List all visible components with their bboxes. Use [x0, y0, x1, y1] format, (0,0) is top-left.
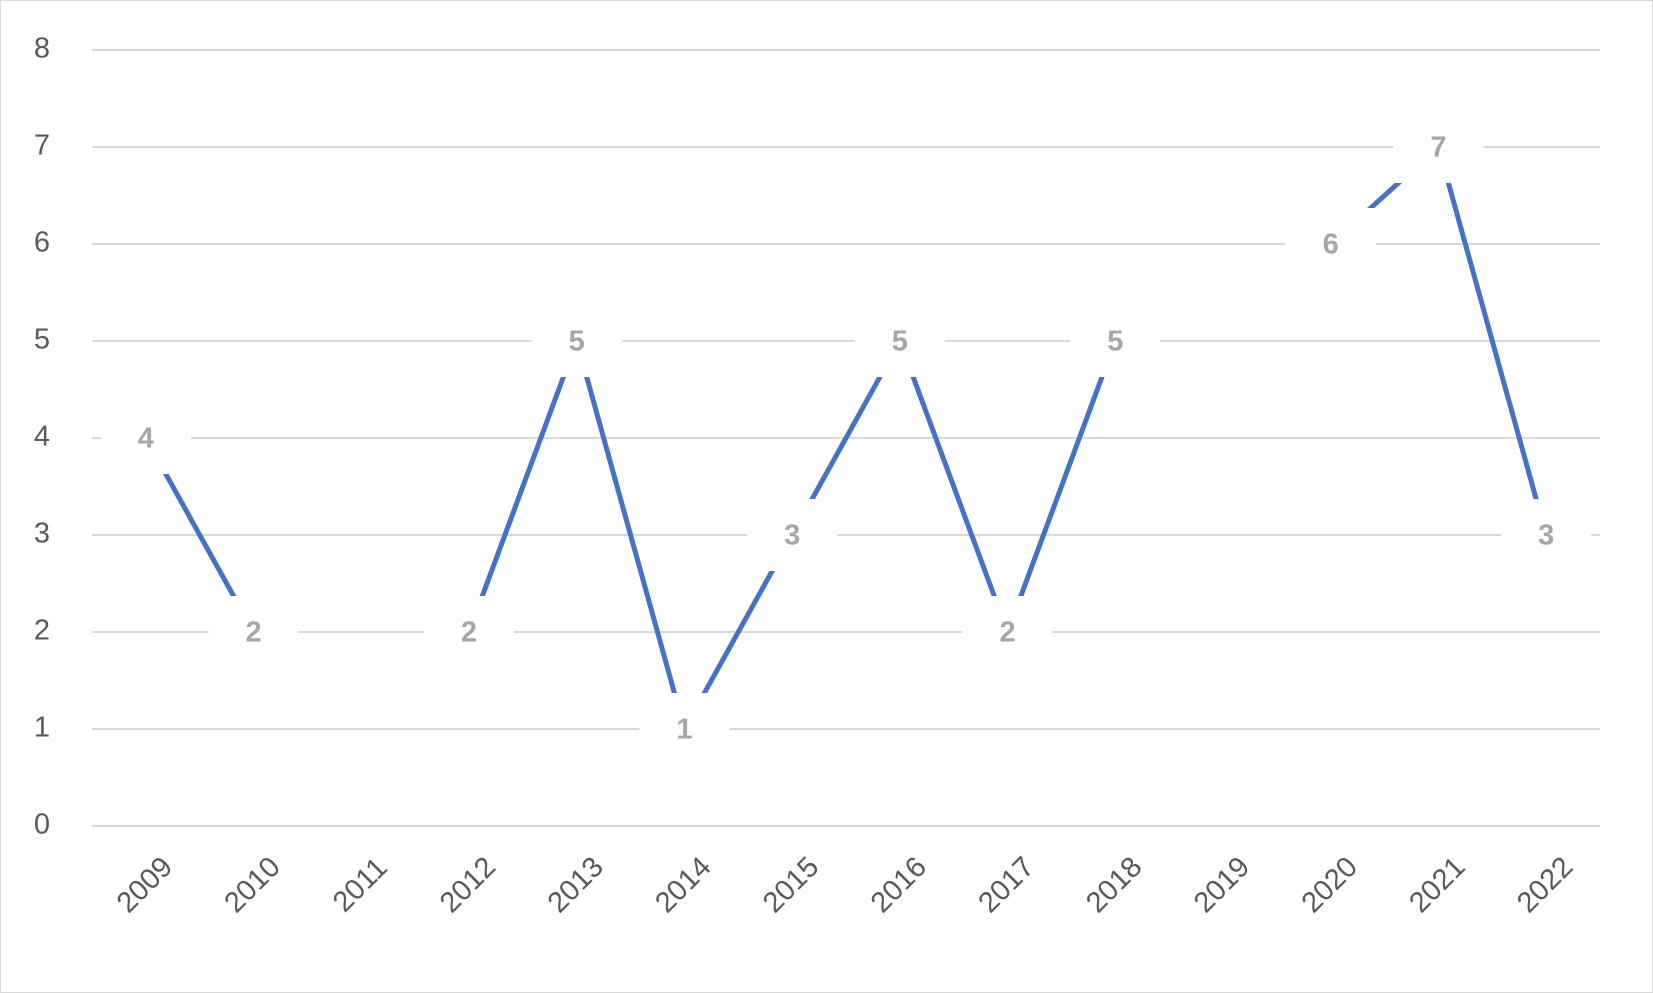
data-label: 3 [1538, 520, 1554, 552]
y-tick-label: 8 [34, 33, 50, 65]
data-label: 6 [1323, 229, 1339, 261]
data-label-bg [424, 596, 514, 668]
data-label: 4 [138, 423, 154, 455]
data-label-bg [1070, 305, 1161, 377]
data-label-bg [747, 499, 838, 571]
y-tick-label: 5 [34, 324, 50, 356]
data-label-bg [1393, 111, 1484, 183]
data-label-bg [639, 693, 730, 765]
y-tick-label: 1 [34, 712, 50, 744]
data-label: 7 [1430, 132, 1446, 164]
y-tick-label: 3 [34, 518, 50, 550]
data-label-bg [208, 596, 299, 668]
data-label: 1 [676, 714, 692, 746]
data-label: 2 [461, 617, 477, 649]
data-label: 5 [1107, 326, 1123, 358]
data-label-bg [1501, 499, 1592, 571]
y-tick-label: 7 [34, 130, 50, 162]
data-label: 2 [1000, 617, 1016, 649]
y-tick-label: 4 [34, 421, 50, 453]
data-label-bg [962, 596, 1053, 668]
y-tick-label: 2 [34, 615, 50, 647]
data-label-bg [1285, 208, 1376, 280]
data-label: 5 [892, 326, 908, 358]
data-label-bg [100, 402, 191, 474]
data-label: 3 [784, 520, 800, 552]
data-label: 5 [569, 326, 585, 358]
y-tick-label: 0 [34, 809, 50, 841]
data-label-bg [531, 305, 622, 377]
data-label-bg [854, 305, 945, 377]
y-tick-label: 6 [34, 227, 50, 259]
data-label: 2 [246, 617, 262, 649]
